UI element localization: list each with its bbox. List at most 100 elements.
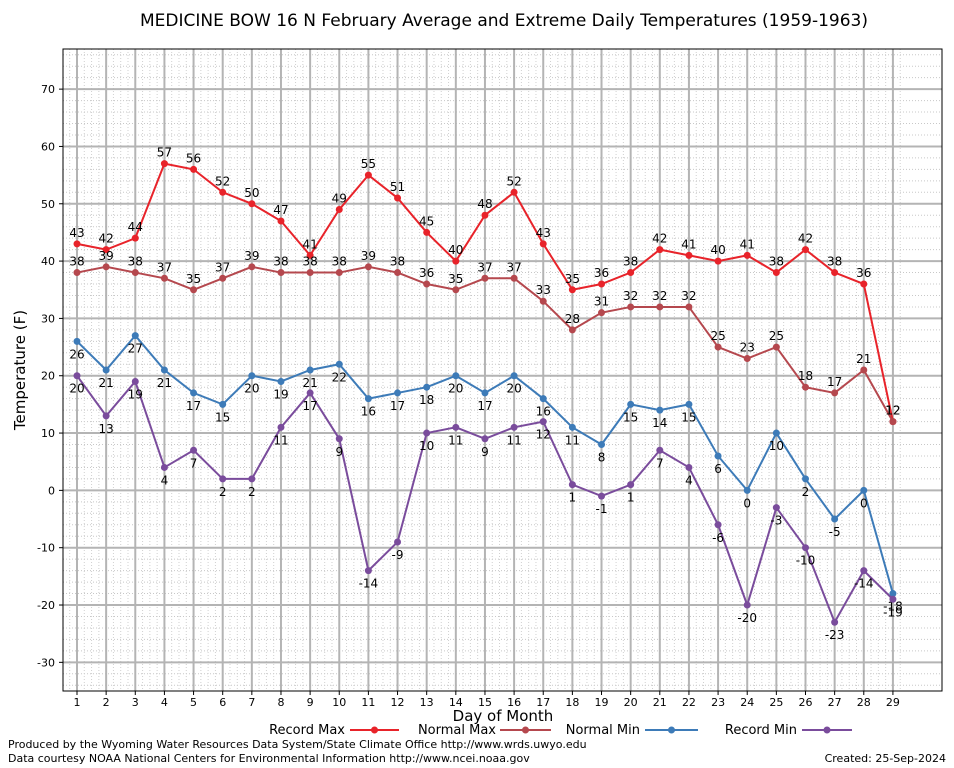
data-label: 11 <box>273 433 288 447</box>
data-point <box>481 435 489 443</box>
data-label: 49 <box>332 192 347 206</box>
data-point <box>364 263 372 271</box>
x-tick-label: 24 <box>740 696 754 709</box>
data-point <box>539 240 547 248</box>
data-point <box>364 567 372 575</box>
data-point <box>627 303 635 311</box>
legend-item: Record Max <box>269 723 399 738</box>
data-point <box>423 280 431 288</box>
data-point <box>219 475 227 483</box>
data-point <box>510 274 518 282</box>
data-label: 38 <box>273 255 288 269</box>
data-point <box>73 337 81 345</box>
data-point <box>190 446 198 454</box>
data-label: 1 <box>569 491 577 505</box>
data-point <box>860 280 868 288</box>
legend: Record Max Normal Max Normal Min Record Min <box>269 723 852 738</box>
legend-item: Normal Min <box>566 723 698 738</box>
data-point <box>656 246 664 254</box>
data-point <box>598 280 606 288</box>
data-label: 26 <box>69 347 84 361</box>
data-point <box>539 297 547 305</box>
x-tick-label: 6 <box>219 696 226 709</box>
legend-marker <box>823 726 831 734</box>
data-point <box>219 188 227 196</box>
data-label: 20 <box>506 382 521 396</box>
y-tick-label: 60 <box>41 140 55 153</box>
x-tick-label: 8 <box>277 696 284 709</box>
data-point <box>802 246 809 254</box>
footer-produced-by: Produced by the Wyoming Water Resources … <box>8 738 587 751</box>
data-label: 37 <box>215 260 230 274</box>
data-point <box>160 366 168 374</box>
data-label: 2 <box>219 485 227 499</box>
data-point <box>510 188 518 196</box>
data-point <box>452 257 460 265</box>
data-label: 10 <box>769 439 784 453</box>
y-tick-label: -20 <box>37 599 55 612</box>
data-label: 23 <box>740 341 755 355</box>
data-point <box>452 286 460 294</box>
data-label: 19 <box>273 387 288 401</box>
data-point <box>219 400 227 408</box>
x-tick-label: 27 <box>828 696 842 709</box>
data-label: 28 <box>565 312 580 326</box>
data-label: 37 <box>506 260 521 274</box>
data-label: 40 <box>448 243 463 257</box>
data-point <box>131 269 139 277</box>
data-point <box>568 286 576 294</box>
data-point <box>743 601 751 609</box>
data-point <box>860 366 868 374</box>
data-point <box>481 274 489 282</box>
x-tick-label: 7 <box>248 696 255 709</box>
data-label: 18 <box>419 393 434 407</box>
data-point <box>802 383 809 391</box>
data-point <box>889 418 897 426</box>
data-label: 11 <box>565 433 580 447</box>
data-point <box>160 274 168 282</box>
data-label: 25 <box>769 329 784 343</box>
data-label: 11 <box>448 433 463 447</box>
legend-label: Normal Min <box>566 723 640 738</box>
data-point <box>248 372 256 380</box>
data-label: 19 <box>128 387 143 401</box>
data-label: 41 <box>681 237 696 251</box>
footer-created: Created: 25-Sep-2024 <box>825 752 946 765</box>
data-label: 17 <box>827 375 842 389</box>
legend-label: Record Max <box>269 723 345 738</box>
data-label: 44 <box>128 220 143 234</box>
data-label: -5 <box>829 525 841 539</box>
data-point <box>394 194 402 202</box>
data-label: 52 <box>506 174 521 188</box>
data-point <box>714 343 722 351</box>
data-label: -14 <box>359 577 379 591</box>
data-point <box>568 326 576 334</box>
data-label: -6 <box>712 531 724 545</box>
data-label: 21 <box>157 376 172 390</box>
y-axis-ticks: -30 -20 -10 0 10 20 30 40 50 60 70 <box>37 83 63 669</box>
data-point <box>190 165 198 173</box>
x-tick-label: 29 <box>886 696 900 709</box>
data-point <box>452 423 460 431</box>
data-label: 32 <box>652 289 667 303</box>
x-tick-label: 22 <box>682 696 696 709</box>
data-point <box>656 446 664 454</box>
data-point <box>160 160 168 168</box>
data-point <box>452 372 460 380</box>
data-point <box>831 269 839 277</box>
data-point <box>714 521 722 529</box>
legend-item: Record Min <box>725 723 852 738</box>
data-point <box>772 269 780 277</box>
data-label: 21 <box>302 376 317 390</box>
chart-title: MEDICINE BOW 16 N February Average and E… <box>140 11 868 31</box>
data-label: 10 <box>419 439 434 453</box>
data-label: 16 <box>361 405 376 419</box>
data-point <box>335 435 343 443</box>
data-label: 38 <box>769 255 784 269</box>
data-label: 38 <box>623 255 638 269</box>
data-label: 6 <box>714 462 722 476</box>
data-label: 38 <box>332 255 347 269</box>
data-point <box>831 389 839 397</box>
data-label: -23 <box>825 628 845 642</box>
data-label: 14 <box>652 416 667 430</box>
